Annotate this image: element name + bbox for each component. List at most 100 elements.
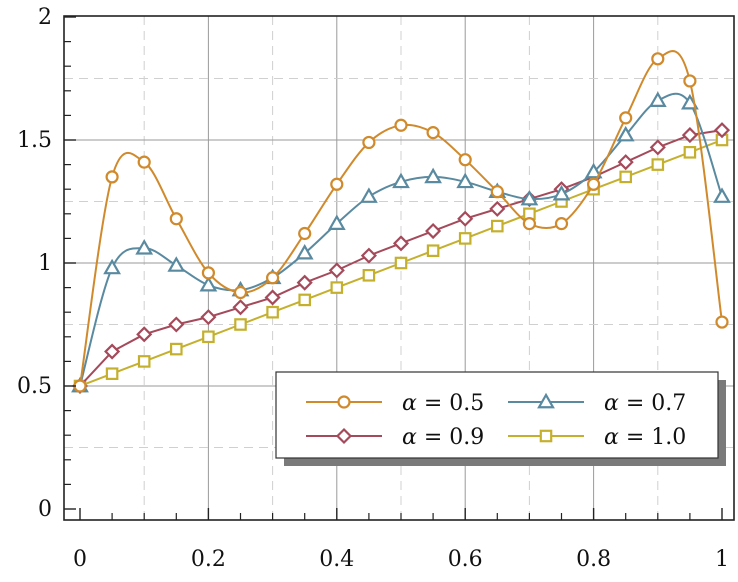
x-tick-label: 1 xyxy=(715,547,729,572)
y-tick-label: 0 xyxy=(38,497,52,522)
data-point xyxy=(683,74,697,88)
data-point xyxy=(713,187,731,203)
data-point xyxy=(648,91,667,107)
axes: 0 0.2 0.4 0.6 0.8 1 0 0.5 1 1.5 2 xyxy=(17,5,729,572)
x-tick-label: 0.2 xyxy=(191,547,226,572)
data-point xyxy=(491,219,504,233)
data-point xyxy=(201,266,215,280)
data-point xyxy=(651,158,665,171)
data-point xyxy=(169,212,183,226)
x-tick-label: 0.8 xyxy=(576,547,611,572)
data-point xyxy=(135,239,154,255)
data-point xyxy=(233,285,248,300)
data-point xyxy=(458,153,472,167)
legend-label: α = 0.7 xyxy=(604,391,686,416)
data-point xyxy=(330,177,344,191)
data-point xyxy=(683,146,697,159)
data-point xyxy=(394,118,408,132)
data-point xyxy=(362,135,376,150)
data-point xyxy=(103,258,121,275)
data-point xyxy=(327,214,346,230)
y-tick-label: 1 xyxy=(38,251,52,276)
data-point xyxy=(360,247,377,264)
legend-label: α = 0.5 xyxy=(402,391,484,416)
data-point xyxy=(394,256,408,270)
series-group xyxy=(71,50,731,395)
data-point xyxy=(170,342,183,356)
legend-label: α = 1.0 xyxy=(604,425,686,450)
data-point xyxy=(489,200,506,217)
data-point xyxy=(649,139,666,156)
data-point xyxy=(554,217,569,231)
data-point xyxy=(715,315,729,329)
legend: α = 0.5 α = 0.7 α = 0.9 α = 1.0 xyxy=(275,371,726,466)
legend-entry: α = 0.9 xyxy=(306,425,484,450)
data-point xyxy=(520,189,539,206)
data-point xyxy=(232,299,249,316)
legend-label: α = 0.9 xyxy=(402,425,484,450)
data-point xyxy=(425,222,442,240)
data-point xyxy=(202,330,215,344)
data-point xyxy=(426,244,440,257)
legend-entry: α = 1.0 xyxy=(508,425,686,450)
data-point xyxy=(199,275,218,292)
data-point xyxy=(298,226,312,241)
data-point xyxy=(458,232,472,245)
data-point xyxy=(330,281,344,294)
data-point xyxy=(266,305,279,319)
data-point xyxy=(264,289,281,306)
data-point xyxy=(105,170,119,184)
legend-box xyxy=(275,371,719,459)
data-point xyxy=(168,316,185,333)
data-point xyxy=(296,274,313,291)
legend-marker xyxy=(335,427,353,445)
data-point xyxy=(362,269,376,282)
x-tick-label: 0.6 xyxy=(448,547,483,572)
data-point xyxy=(266,271,280,285)
data-point xyxy=(619,170,632,184)
legend-marker xyxy=(337,395,351,409)
data-point xyxy=(298,293,311,307)
data-point xyxy=(586,177,601,191)
data-point xyxy=(392,235,410,252)
data-point xyxy=(713,122,731,139)
series-square xyxy=(73,133,729,393)
data-point xyxy=(426,126,440,140)
x-tick-label: 0 xyxy=(73,547,87,572)
data-point xyxy=(392,172,410,189)
data-point xyxy=(73,379,87,393)
data-point xyxy=(616,125,635,142)
data-point xyxy=(295,243,314,260)
data-point xyxy=(552,184,571,201)
data-point xyxy=(104,343,121,360)
data-point xyxy=(619,111,633,125)
data-point xyxy=(681,127,698,144)
data-point xyxy=(522,217,537,231)
data-point xyxy=(137,155,151,169)
data-point xyxy=(456,172,475,189)
legend-entry: α = 0.5 xyxy=(306,391,484,416)
data-point xyxy=(328,262,345,279)
data-point xyxy=(136,326,153,343)
data-point xyxy=(457,210,474,227)
legend-marker xyxy=(537,392,555,409)
data-point xyxy=(490,185,504,199)
y-tick-label: 2 xyxy=(38,5,52,30)
data-point xyxy=(167,256,186,272)
y-tick-label: 0.5 xyxy=(17,374,52,399)
y-tick-label: 1.5 xyxy=(17,128,52,153)
x-tick-label: 0.4 xyxy=(319,547,354,572)
data-point xyxy=(200,309,217,326)
data-point xyxy=(651,52,665,66)
plot-frame xyxy=(63,15,735,521)
data-point xyxy=(234,318,247,331)
data-point xyxy=(584,162,603,179)
legend-entry: α = 0.7 xyxy=(508,391,686,416)
series-circle xyxy=(73,50,729,393)
data-point xyxy=(424,167,442,184)
data-point xyxy=(360,187,378,203)
data-point xyxy=(617,154,634,171)
legend-marker xyxy=(539,429,553,443)
data-point xyxy=(105,367,119,380)
